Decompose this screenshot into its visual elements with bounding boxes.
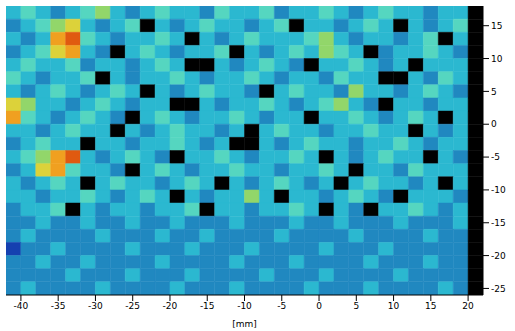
svg-text:-20: -20 xyxy=(491,251,506,261)
svg-text:0: 0 xyxy=(316,301,322,311)
svg-text:-30: -30 xyxy=(88,301,103,311)
svg-text:-15: -15 xyxy=(200,301,215,311)
svg-text:5: 5 xyxy=(491,87,497,97)
svg-text:10: 10 xyxy=(491,54,503,64)
svg-text:15: 15 xyxy=(491,21,502,31)
svg-text:-35: -35 xyxy=(51,301,66,311)
svg-text:15: 15 xyxy=(425,301,436,311)
svg-text:-5: -5 xyxy=(491,152,500,162)
svg-text:-40: -40 xyxy=(14,301,29,311)
svg-text:-5: -5 xyxy=(277,301,286,311)
svg-text:10: 10 xyxy=(388,301,400,311)
svg-text:-15: -15 xyxy=(491,218,506,228)
svg-text:5: 5 xyxy=(353,301,359,311)
svg-text:-20: -20 xyxy=(163,301,178,311)
svg-text:0: 0 xyxy=(491,119,497,129)
svg-text:-10: -10 xyxy=(491,185,506,195)
svg-text:-25: -25 xyxy=(491,284,506,294)
svg-text:-25: -25 xyxy=(125,301,140,311)
svg-text:20: 20 xyxy=(462,301,474,311)
svg-text:-10: -10 xyxy=(237,301,252,311)
svg-text:[mm]: [mm] xyxy=(232,319,257,329)
